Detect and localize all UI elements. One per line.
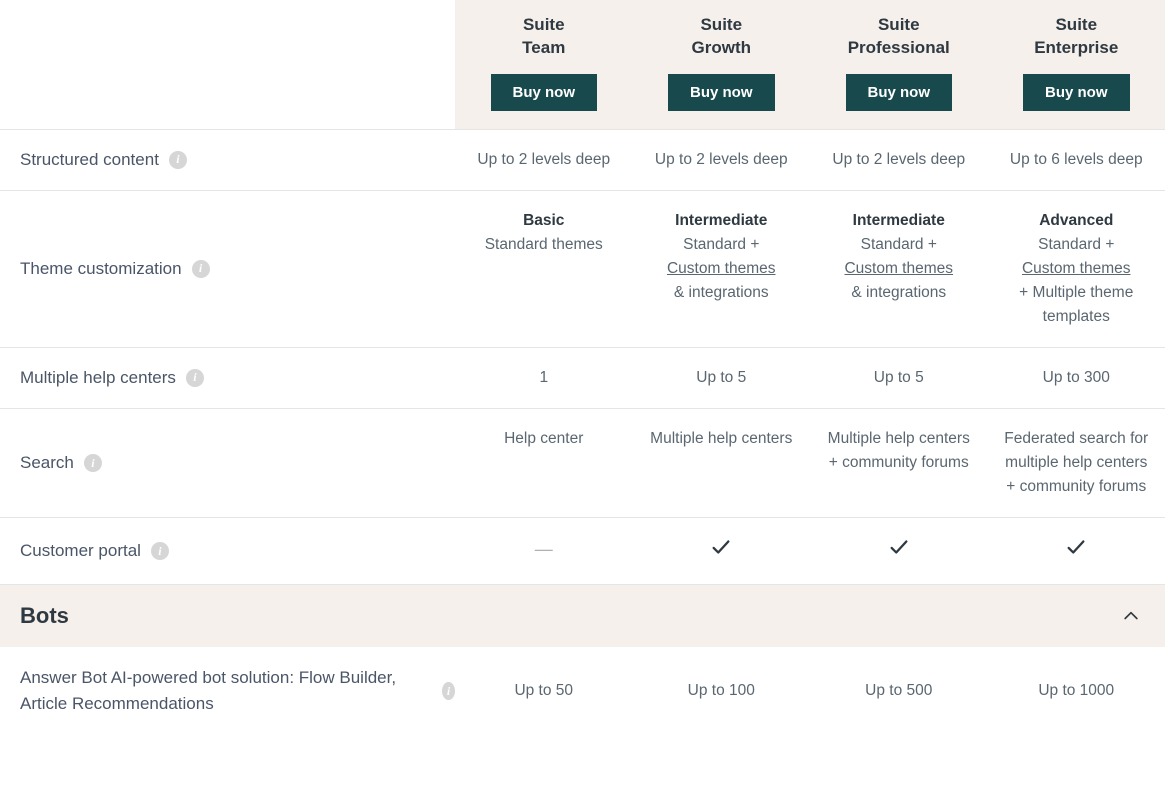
row-values: Up to 2 levels deep Up to 2 levels deep … (455, 148, 1165, 172)
info-icon[interactable]: i (186, 369, 204, 387)
cell-text: Standard + (1038, 236, 1114, 253)
cell-bold: Intermediate (675, 212, 767, 229)
row-label-text: Structured content (20, 150, 159, 170)
info-icon[interactable]: i (169, 151, 187, 169)
cell-text: Standard themes (485, 236, 603, 253)
cell: Intermediate Standard + Custom themes & … (810, 209, 988, 329)
plan-col-enterprise: SuiteEnterprise Buy now (988, 14, 1165, 111)
comparison-table: SuiteTeam Buy now SuiteGrowth Buy now Su… (0, 0, 1165, 734)
cell-bold: Advanced (1039, 212, 1113, 229)
cell: Up to 5 (810, 366, 988, 390)
checkmark-icon (1065, 536, 1087, 558)
row-values: Up to 50 Up to 100 Up to 500 Up to 1000 (455, 679, 1165, 703)
cell: Basic Standard themes (455, 209, 633, 329)
buy-button-enterprise[interactable]: Buy now (1023, 74, 1130, 111)
row-structured-content: Structured content i Up to 2 levels deep… (0, 130, 1165, 191)
row-customer-portal: Customer portal i — (0, 518, 1165, 585)
cell-available (810, 536, 988, 566)
cell-text: + Multiple theme templates (1019, 284, 1133, 325)
plan-header-area: SuiteTeam Buy now SuiteGrowth Buy now Su… (455, 0, 1165, 129)
buy-button-growth[interactable]: Buy now (668, 74, 775, 111)
plan-name-professional: SuiteProfessional (810, 14, 988, 60)
custom-themes-link[interactable]: Custom themes (844, 260, 953, 277)
cell-text: Standard + (683, 236, 759, 253)
cell-available (988, 536, 1165, 566)
chevron-up-icon (1121, 606, 1141, 626)
row-multiple-help-centers: Multiple help centers i 1 Up to 5 Up to … (0, 348, 1165, 409)
buy-button-professional[interactable]: Buy now (846, 74, 953, 111)
row-label-text: Customer portal (20, 541, 141, 561)
cell: Up to 300 (988, 366, 1165, 390)
row-label-answer-bot: Answer Bot AI-powered bot solution: Flow… (0, 665, 455, 716)
row-answer-bot: Answer Bot AI-powered bot solution: Flow… (0, 647, 1165, 734)
cell: Up to 2 levels deep (633, 148, 811, 172)
cell: Up to 50 (455, 679, 633, 703)
row-search: Search i Help center Multiple help cente… (0, 409, 1165, 518)
row-label-multiple-hc: Multiple help centers i (0, 368, 455, 388)
row-label-theme: Theme customization i (0, 259, 455, 279)
row-theme-customization: Theme customization i Basic Standard the… (0, 191, 1165, 348)
custom-themes-link[interactable]: Custom themes (667, 260, 776, 277)
cell-unavailable: — (455, 536, 633, 566)
row-label-portal: Customer portal i (0, 541, 455, 561)
cell: Multiple help centers + community forums (810, 427, 988, 499)
cell-text: & integrations (851, 284, 946, 301)
cell: Up to 2 levels deep (455, 148, 633, 172)
plan-name-enterprise: SuiteEnterprise (988, 14, 1165, 60)
section-title: Bots (20, 603, 69, 629)
cell: Advanced Standard + Custom themes + Mult… (988, 209, 1165, 329)
cell-bold: Intermediate (853, 212, 945, 229)
row-values: Help center Multiple help centers Multip… (455, 427, 1165, 499)
cell-text: Standard + (861, 236, 937, 253)
plan-header-row: SuiteTeam Buy now SuiteGrowth Buy now Su… (0, 0, 1165, 130)
buy-button-team[interactable]: Buy now (491, 74, 598, 111)
checkmark-icon (710, 536, 732, 558)
info-icon[interactable]: i (151, 542, 169, 560)
plan-col-team: SuiteTeam Buy now (455, 14, 633, 111)
cell: Help center (455, 427, 633, 499)
cell: Up to 1000 (988, 679, 1165, 703)
info-icon[interactable]: i (192, 260, 210, 278)
cell: Up to 5 (633, 366, 811, 390)
cell: Up to 100 (633, 679, 811, 703)
section-header-bots[interactable]: Bots (0, 585, 1165, 647)
info-icon[interactable]: i (84, 454, 102, 472)
row-values: Basic Standard themes Intermediate Stand… (455, 209, 1165, 329)
cell-available (633, 536, 811, 566)
row-label-text: Multiple help centers (20, 368, 176, 388)
checkmark-icon (888, 536, 910, 558)
row-label-search: Search i (0, 453, 455, 473)
row-values: — (455, 536, 1165, 566)
custom-themes-link[interactable]: Custom themes (1022, 260, 1131, 277)
cell: Up to 2 levels deep (810, 148, 988, 172)
row-label-text: Answer Bot AI-powered bot solution: Flow… (20, 665, 432, 716)
info-icon[interactable]: i (442, 682, 455, 700)
plan-col-growth: SuiteGrowth Buy now (633, 14, 811, 111)
plan-col-professional: SuiteProfessional Buy now (810, 14, 988, 111)
header-spacer (0, 0, 455, 129)
cell-bold: Basic (523, 212, 564, 229)
cell-text: & integrations (674, 284, 769, 301)
row-label-text: Search (20, 453, 74, 473)
cell: Up to 6 levels deep (988, 148, 1165, 172)
cell: Federated search for multiple help cente… (988, 427, 1165, 499)
cell: 1 (455, 366, 633, 390)
row-label-text: Theme customization (20, 259, 182, 279)
dash-icon: — (535, 539, 553, 559)
cell: Intermediate Standard + Custom themes & … (633, 209, 811, 329)
cell: Up to 500 (810, 679, 988, 703)
row-label-structured: Structured content i (0, 150, 455, 170)
cell: Multiple help centers (633, 427, 811, 499)
plan-name-growth: SuiteGrowth (633, 14, 811, 60)
plan-name-team: SuiteTeam (455, 14, 633, 60)
row-values: 1 Up to 5 Up to 5 Up to 300 (455, 366, 1165, 390)
